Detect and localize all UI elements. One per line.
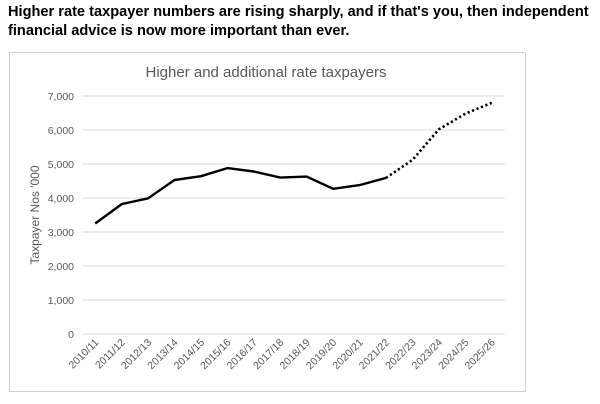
y-tick-label: 6,000 (48, 125, 74, 137)
y-tick-label: 7,000 (48, 91, 74, 103)
series-line-projected (385, 101, 493, 179)
y-tick-label: 2,000 (48, 261, 74, 273)
y-tick-label: 3,000 (48, 227, 74, 239)
y-tick-label: 4,000 (48, 193, 74, 205)
headline-line-1: Higher rate taxpayer numbers are rising … (8, 4, 589, 20)
y-tick-label: 0 (68, 329, 74, 341)
gridlines (82, 95, 505, 335)
headline: Higher rate taxpayer numbers are rising … (8, 3, 598, 41)
y-tick-label: 1,000 (48, 295, 74, 307)
series-lines (94, 101, 493, 225)
series-line-actual (94, 166, 387, 225)
y-tick-labels: 0 1,000 2,000 3,000 4,000 5,000 6,000 7,000 (48, 91, 74, 341)
y-axis-label: Taxpayer Nos '000 (28, 165, 42, 264)
headline-line-2: financial advice is now more important t… (8, 23, 350, 39)
x-tick-labels: 2010/112011/122012/132013/142014/152015/… (67, 337, 498, 372)
chart-title: Higher and additional rate taxpayers (146, 64, 387, 81)
chart-frame (9, 52, 526, 392)
y-tick-label: 5,000 (48, 159, 74, 171)
